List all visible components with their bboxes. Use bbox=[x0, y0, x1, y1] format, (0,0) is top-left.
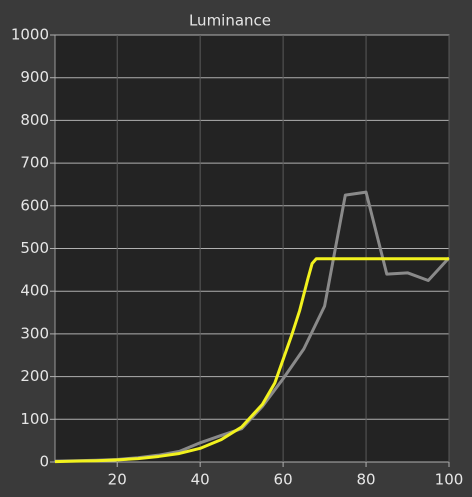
y-tick-label: 500 bbox=[20, 239, 49, 257]
y-tick-label: 900 bbox=[20, 68, 49, 86]
x-tick-label: 40 bbox=[191, 471, 210, 489]
y-tick-label: 1000 bbox=[11, 26, 49, 44]
y-tick-label: 700 bbox=[20, 154, 49, 172]
y-tick-label: 800 bbox=[20, 111, 49, 129]
chart-title: Luminance bbox=[189, 12, 271, 30]
x-tick-label: 60 bbox=[274, 471, 293, 489]
series-line bbox=[54, 257, 449, 464]
y-tick-label: 200 bbox=[20, 367, 49, 385]
y-tick-label: 300 bbox=[20, 324, 49, 342]
y-tick-label: 100 bbox=[20, 410, 49, 428]
y-tick-label: 400 bbox=[20, 282, 49, 300]
x-tick-label: 20 bbox=[108, 471, 127, 489]
y-tick-label: 0 bbox=[39, 453, 49, 471]
y-tick-label: 600 bbox=[20, 196, 49, 214]
x-tick-label: 100 bbox=[435, 471, 464, 489]
x-tick-label: 80 bbox=[357, 471, 376, 489]
